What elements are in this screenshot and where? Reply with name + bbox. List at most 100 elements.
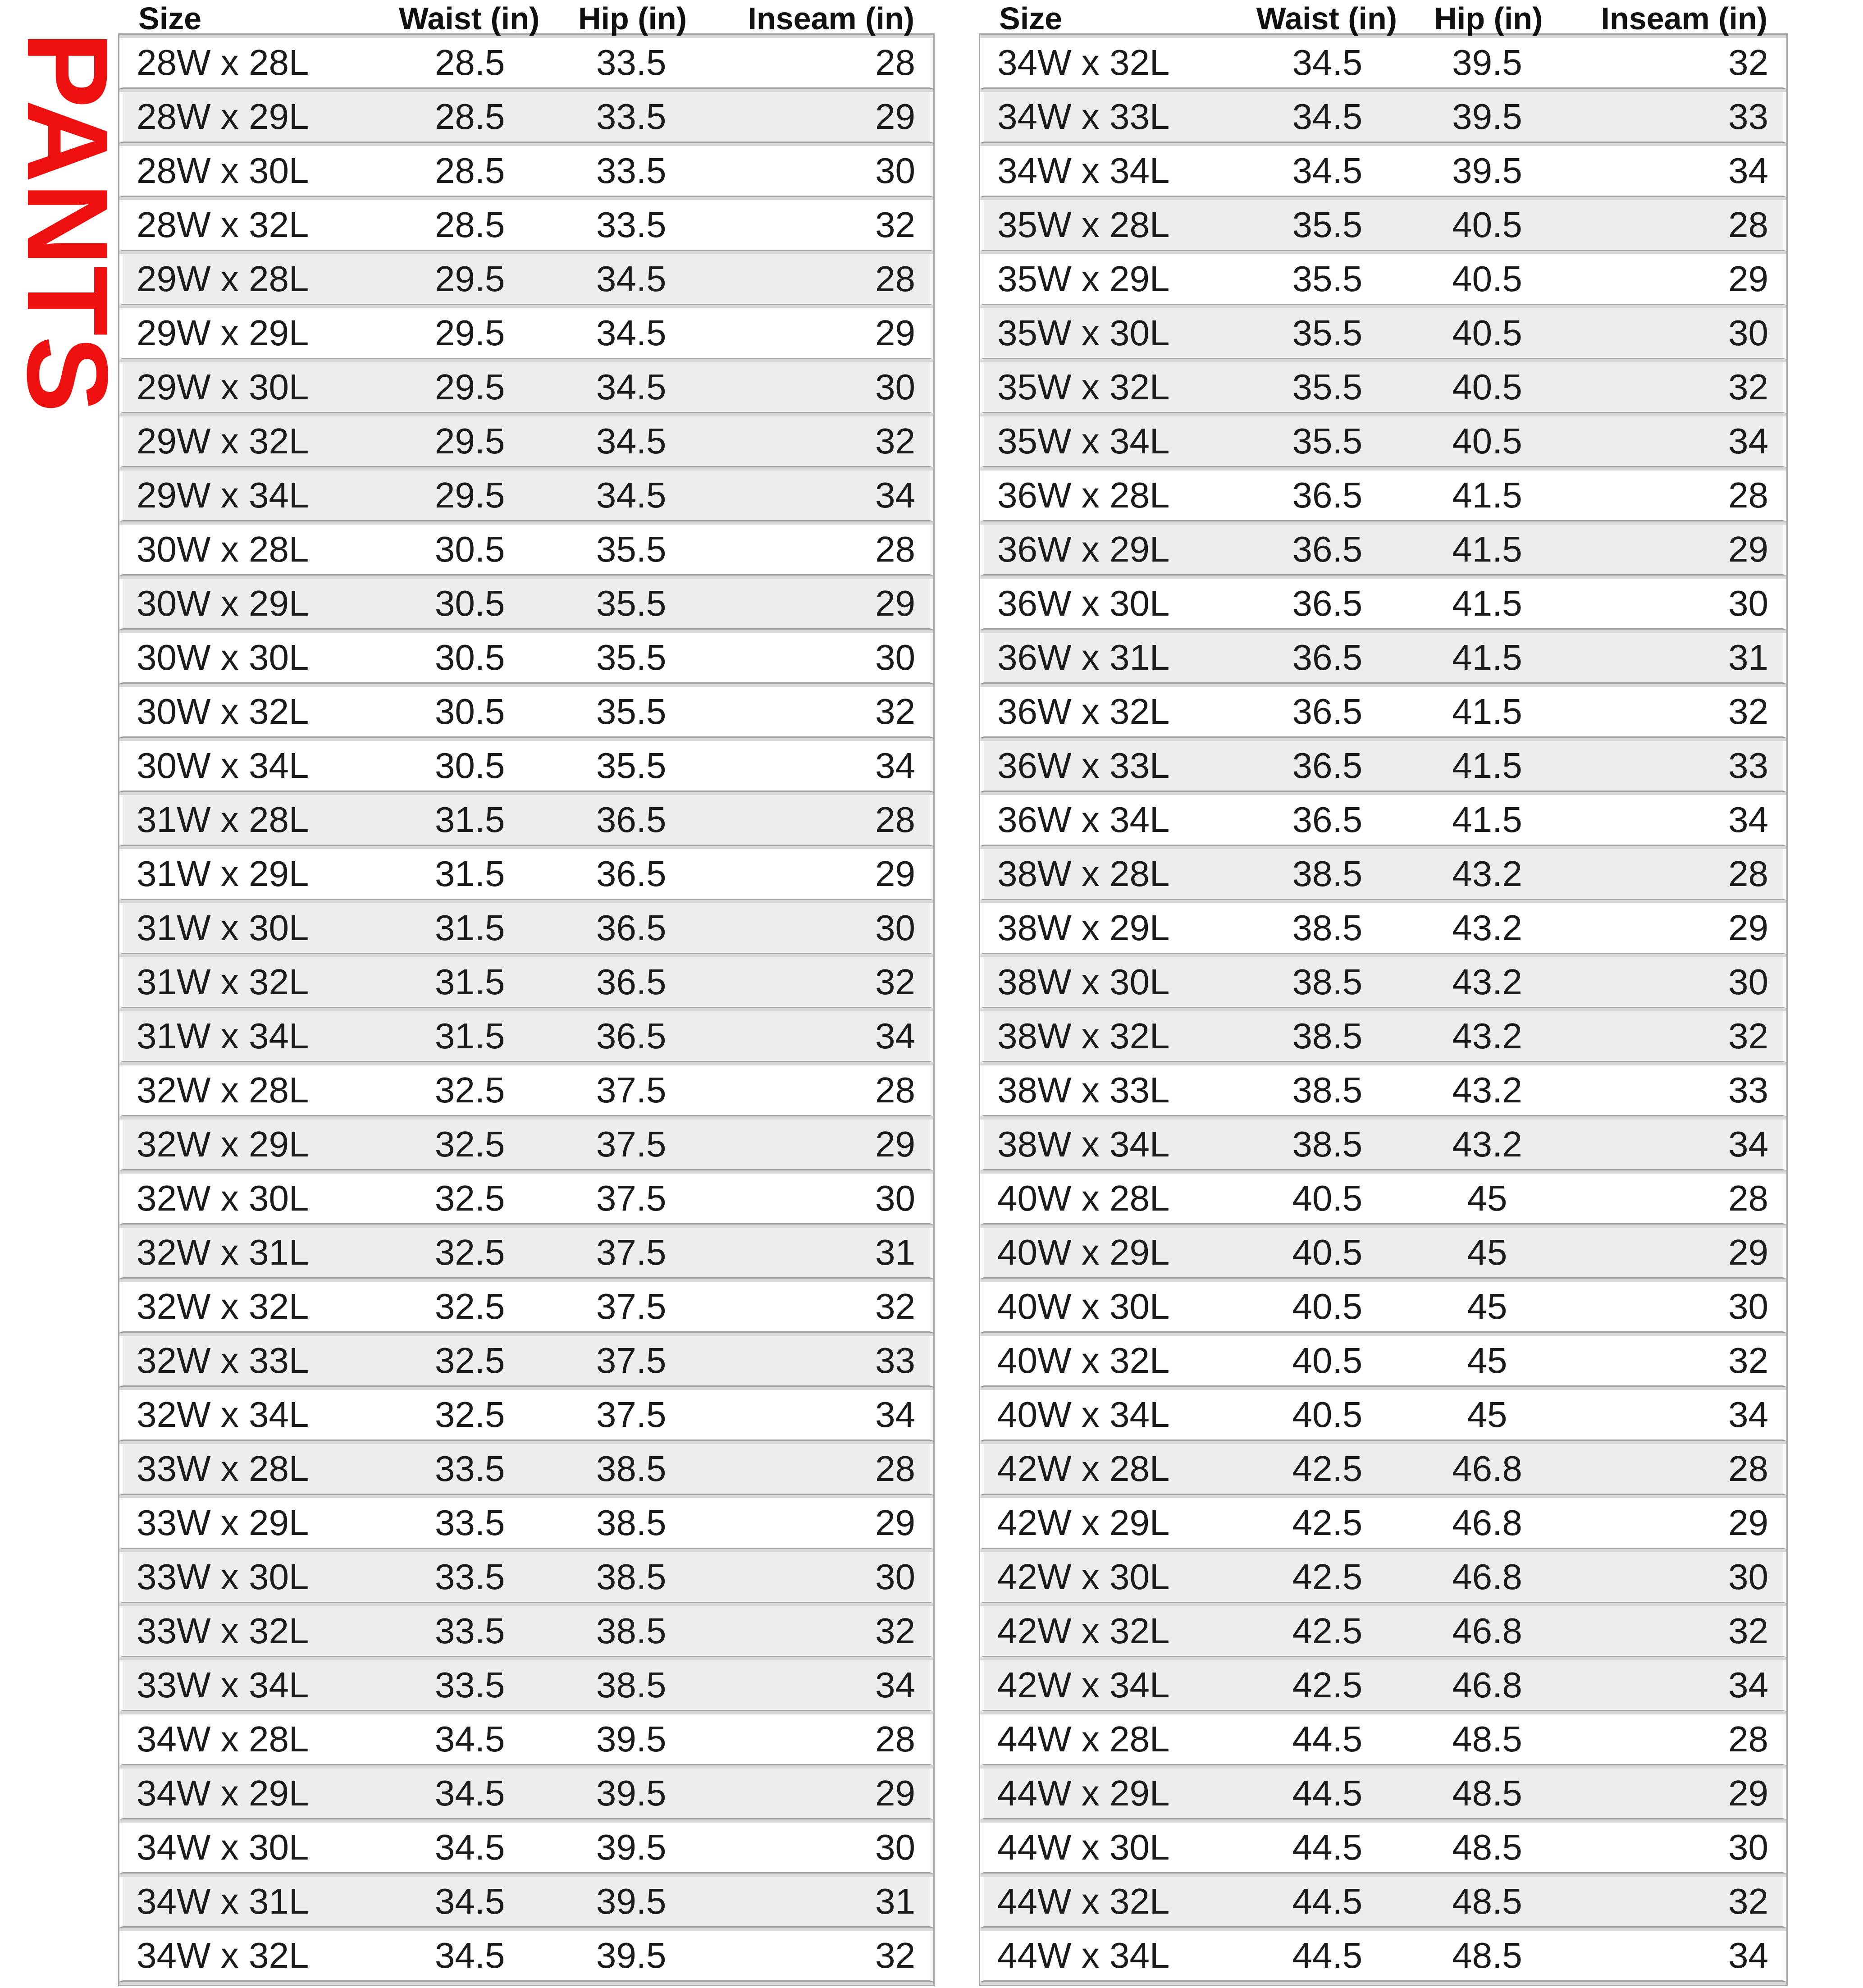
table-row: 28W x 32L 28.5 33.5 32 bbox=[119, 200, 933, 251]
size-cell: 29W x 29L bbox=[137, 313, 309, 353]
size-cell: 40W x 32L bbox=[997, 1340, 1170, 1380]
hip-cell: 37.5 bbox=[596, 1232, 667, 1272]
size-cell: 44W x 29L bbox=[997, 1773, 1170, 1813]
size-cell: 30W x 34L bbox=[137, 745, 309, 786]
hip-cell: 41.5 bbox=[1452, 691, 1522, 731]
table-row: 31W x 29L 31.5 36.5 29 bbox=[119, 849, 933, 900]
waist-cell: 29.5 bbox=[434, 367, 505, 407]
table-body: 28W x 28L 28.5 33.5 28 28W x 29L 28.5 33.5 29 28… bbox=[118, 33, 935, 1986]
size-cell: 31W x 32L bbox=[137, 962, 309, 1002]
waist-cell: 31.5 bbox=[434, 854, 505, 894]
inseam-cell: 31 bbox=[1728, 637, 1768, 677]
inseam-cell: 28 bbox=[875, 1070, 915, 1110]
size-cell: 33W x 28L bbox=[137, 1449, 309, 1489]
table-row: 29W x 32L 29.5 34.5 32 bbox=[119, 416, 933, 467]
hip-cell: 40.5 bbox=[1452, 367, 1522, 407]
hip-cell: 45 bbox=[1467, 1178, 1507, 1218]
header-inseam: Inseam (in) bbox=[1601, 1, 1767, 36]
table-row: 44W x 34L 44.5 48.5 34 bbox=[980, 1931, 1786, 1982]
table-row: 36W x 32L 36.5 41.5 32 bbox=[980, 687, 1786, 738]
size-cell: 42W x 34L bbox=[997, 1665, 1170, 1705]
hip-cell: 33.5 bbox=[596, 96, 667, 137]
inseam-cell: 32 bbox=[875, 962, 915, 1002]
inseam-cell: 34 bbox=[875, 475, 915, 515]
waist-cell: 31.5 bbox=[434, 962, 505, 1002]
table-row: 38W x 29L 38.5 43.2 29 bbox=[980, 903, 1786, 954]
hip-cell: 37.5 bbox=[596, 1178, 667, 1218]
hip-cell: 43.2 bbox=[1452, 1124, 1522, 1164]
hip-cell: 43.2 bbox=[1452, 962, 1522, 1002]
size-cell: 44W x 32L bbox=[997, 1881, 1170, 1921]
size-cell: 33W x 34L bbox=[137, 1665, 309, 1705]
size-cell: 29W x 30L bbox=[137, 367, 309, 407]
waist-cell: 38.5 bbox=[1292, 1016, 1363, 1056]
size-cell: 32W x 30L bbox=[137, 1178, 309, 1218]
size-cell: 38W x 28L bbox=[997, 854, 1170, 894]
inseam-cell: 28 bbox=[1728, 205, 1768, 245]
waist-cell: 32.5 bbox=[434, 1070, 505, 1110]
waist-cell: 30.5 bbox=[434, 637, 505, 677]
inseam-cell: 30 bbox=[875, 1827, 915, 1867]
hip-cell: 38.5 bbox=[596, 1557, 667, 1597]
waist-cell: 34.5 bbox=[434, 1881, 505, 1921]
inseam-cell: 29 bbox=[875, 313, 915, 353]
table-row: 38W x 28L 38.5 43.2 28 bbox=[980, 849, 1786, 900]
table-body: 34W x 32L 34.5 39.5 32 34W x 33L 34.5 39.5 33 34… bbox=[979, 33, 1788, 1986]
hip-cell: 35.5 bbox=[596, 691, 667, 731]
waist-cell: 42.5 bbox=[1292, 1557, 1363, 1597]
inseam-cell: 29 bbox=[1728, 529, 1768, 569]
inseam-cell: 28 bbox=[1728, 475, 1768, 515]
header-size: Size bbox=[138, 1, 202, 36]
table-row: 34W x 32L 34.5 39.5 32 bbox=[980, 38, 1786, 89]
size-cell: 33W x 30L bbox=[137, 1557, 309, 1597]
waist-cell: 42.5 bbox=[1292, 1665, 1363, 1705]
inseam-cell: 32 bbox=[875, 691, 915, 731]
hip-cell: 48.5 bbox=[1452, 1881, 1522, 1921]
size-cell: 28W x 28L bbox=[137, 42, 309, 82]
hip-cell: 34.5 bbox=[596, 367, 667, 407]
size-cell: 35W x 28L bbox=[997, 205, 1170, 245]
waist-cell: 35.5 bbox=[1292, 313, 1363, 353]
hip-cell: 35.5 bbox=[596, 529, 667, 569]
waist-cell: 28.5 bbox=[434, 96, 505, 137]
inseam-cell: 34 bbox=[1728, 1935, 1768, 1975]
pants-vertical-label: PANTS bbox=[3, 32, 132, 413]
size-cell: 30W x 29L bbox=[137, 583, 309, 623]
size-cell: 32W x 28L bbox=[137, 1070, 309, 1110]
waist-cell: 28.5 bbox=[434, 205, 505, 245]
hip-cell: 38.5 bbox=[596, 1503, 667, 1543]
hip-cell: 39.5 bbox=[596, 1773, 667, 1813]
hip-cell: 36.5 bbox=[596, 908, 667, 948]
hip-cell: 37.5 bbox=[596, 1286, 667, 1326]
hip-cell: 35.5 bbox=[596, 745, 667, 786]
inseam-cell: 30 bbox=[1728, 313, 1768, 353]
hip-cell: 39.5 bbox=[596, 1719, 667, 1759]
inseam-cell: 33 bbox=[1728, 1070, 1768, 1110]
waist-cell: 36.5 bbox=[1292, 475, 1363, 515]
hip-cell: 41.5 bbox=[1452, 800, 1522, 840]
size-cell: 29W x 28L bbox=[137, 259, 309, 299]
table-row: 34W x 33L 34.5 39.5 33 bbox=[980, 92, 1786, 143]
waist-cell: 32.5 bbox=[434, 1124, 505, 1164]
size-cell: 42W x 29L bbox=[997, 1503, 1170, 1543]
table-row: 28W x 30L 28.5 33.5 30 bbox=[119, 146, 933, 197]
table-row: 32W x 31L 32.5 37.5 31 bbox=[119, 1228, 933, 1279]
waist-cell: 34.5 bbox=[434, 1719, 505, 1759]
table-row: 29W x 28L 29.5 34.5 28 bbox=[119, 254, 933, 305]
size-cell: 40W x 34L bbox=[997, 1394, 1170, 1435]
waist-cell: 30.5 bbox=[434, 583, 505, 623]
waist-cell: 31.5 bbox=[434, 800, 505, 840]
size-cell: 33W x 32L bbox=[137, 1611, 309, 1651]
waist-cell: 34.5 bbox=[1292, 96, 1363, 137]
table-row: 42W x 34L 42.5 46.8 34 bbox=[980, 1660, 1786, 1711]
inseam-cell: 30 bbox=[875, 1178, 915, 1218]
table-row: 29W x 30L 29.5 34.5 30 bbox=[119, 362, 933, 413]
table-row: 28W x 28L 28.5 33.5 28 bbox=[119, 38, 933, 89]
waist-cell: 40.5 bbox=[1292, 1286, 1363, 1326]
hip-cell: 41.5 bbox=[1452, 745, 1522, 786]
inseam-cell: 29 bbox=[875, 96, 915, 137]
inseam-cell: 32 bbox=[1728, 367, 1768, 407]
hip-cell: 35.5 bbox=[596, 637, 667, 677]
size-cell: 28W x 29L bbox=[137, 96, 309, 137]
size-cell: 35W x 32L bbox=[997, 367, 1170, 407]
